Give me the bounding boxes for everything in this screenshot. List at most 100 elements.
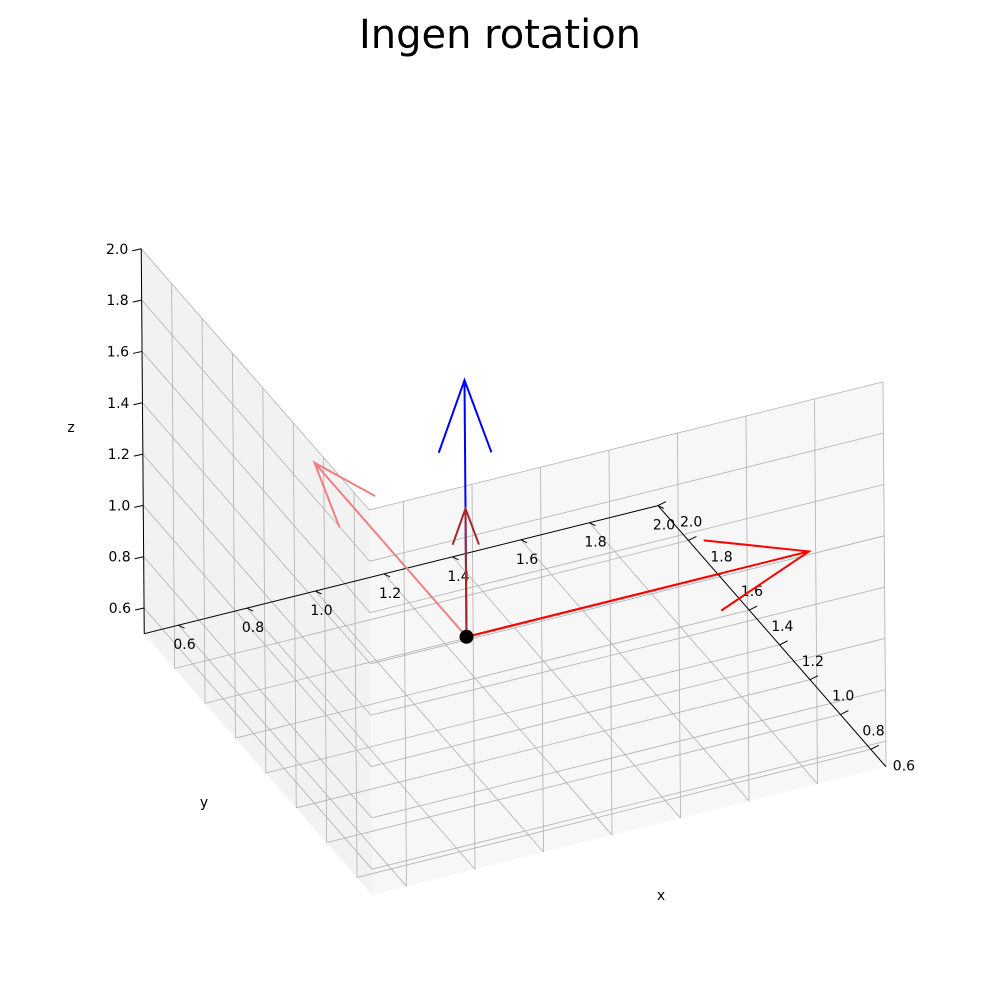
- x-tick-label: 1.4: [447, 569, 469, 585]
- y-tick-label: 1.2: [802, 654, 824, 670]
- chart-title: Ingen rotation: [359, 12, 641, 58]
- grid-line: [142, 402, 371, 665]
- grid-line: [265, 644, 780, 774]
- grid-line: [371, 689, 886, 819]
- y-tick: [748, 605, 758, 611]
- grid-line: [141, 351, 371, 613]
- y-tick-label: 1.8: [710, 549, 732, 565]
- z-tick-label: 0.6: [109, 601, 131, 617]
- y-tick: [688, 535, 697, 541]
- y-tick-label: 1.0: [832, 689, 854, 705]
- z-tick-label: 1.0: [108, 498, 130, 514]
- x-tick-label: 0.6: [173, 637, 195, 653]
- z-tick-label: 1.6: [107, 344, 129, 360]
- y-tick-label: 0.6: [893, 758, 915, 774]
- z-tick: [134, 607, 145, 611]
- grid-line: [262, 388, 267, 773]
- z-tick: [132, 350, 143, 354]
- grid-line: [353, 492, 358, 878]
- x-tick-label: 1.2: [379, 586, 401, 602]
- z-axis-label: z: [67, 420, 74, 436]
- grid-line: [356, 748, 871, 878]
- x-tick-label: 1.6: [516, 552, 538, 568]
- grid-line: [232, 353, 236, 739]
- x-ticks: 0.6 0.8 1.0 1.2 1.4 1.6 1.8 2.0: [173, 505, 675, 653]
- x-tick: [246, 607, 254, 612]
- y-ticks: 0.6 0.8 1.0 1.2 1.4 1.6 1.8 2.0: [657, 501, 915, 774]
- grid-line: [814, 398, 818, 784]
- axis-panes: [141, 248, 886, 895]
- z-ticks: 0.6 0.8 1.0 1.2 1.4 1.6 1.8 2.0: [106, 242, 145, 617]
- y-tick: [779, 640, 788, 646]
- grid-line: [589, 522, 818, 785]
- axis-lines: [140, 248, 887, 768]
- grid-line: [141, 299, 370, 562]
- z-tick: [132, 299, 142, 303]
- back-left-pane: [141, 248, 373, 895]
- grid-line: [246, 607, 476, 870]
- x-tick: [589, 522, 596, 527]
- grid-lines: [140, 248, 887, 887]
- x-tick-label: 1.8: [584, 535, 606, 551]
- y-tick-label: 2.0: [680, 515, 702, 531]
- grid-line: [201, 318, 206, 704]
- grid-line: [296, 679, 811, 809]
- grid-line: [371, 638, 886, 767]
- x-tick: [657, 505, 665, 510]
- y-tick: [840, 710, 849, 715]
- y-axis-label: y: [200, 795, 208, 811]
- grid-line: [235, 609, 750, 739]
- z-tick: [133, 402, 143, 406]
- z-tick-label: 2.0: [106, 242, 128, 258]
- grid-line: [178, 624, 407, 887]
- grid-line: [140, 248, 370, 511]
- grid-line: [882, 381, 887, 767]
- origin-point: [459, 629, 474, 644]
- grid-line: [452, 556, 681, 819]
- y-tick-label: 0.8: [862, 724, 884, 740]
- grid-line: [371, 740, 886, 870]
- y-tick: [870, 744, 880, 750]
- grid-line: [174, 540, 689, 669]
- z-tick-label: 1.2: [108, 447, 130, 463]
- z-tick-label: 0.8: [108, 550, 130, 566]
- x-axis-label: x: [657, 888, 665, 904]
- back-right-pane: [369, 381, 886, 895]
- z-axis-line: [140, 248, 145, 634]
- grid-line: [171, 283, 176, 669]
- quiver-arrow: [312, 460, 468, 638]
- x-tick: [383, 573, 391, 578]
- x-axis-line: [144, 505, 659, 635]
- grid-line: [383, 573, 613, 836]
- z-tick: [134, 556, 144, 560]
- quiver-arrow: [451, 505, 480, 637]
- grid-line: [370, 535, 885, 665]
- grid-line: [142, 505, 372, 767]
- z-tick-label: 1.4: [107, 396, 129, 412]
- z-tick: [133, 453, 143, 457]
- grid-line: [370, 586, 885, 716]
- grid-line: [143, 556, 372, 819]
- y-tick-label: 1.6: [741, 584, 763, 600]
- origin-points: [459, 629, 474, 644]
- x-tick: [178, 624, 185, 629]
- y-tick-label: 1.4: [771, 619, 793, 635]
- x-tick-label: 0.8: [242, 620, 264, 636]
- grid-line: [143, 607, 373, 870]
- quiver-arrow: [466, 539, 812, 638]
- grid-line: [142, 453, 372, 716]
- grid-line: [520, 539, 750, 802]
- y-tick: [657, 501, 667, 507]
- grid-line: [369, 381, 884, 511]
- grid-line: [369, 484, 884, 613]
- grid-line: [326, 714, 841, 844]
- y-axis-line: [657, 505, 887, 768]
- x-tick: [315, 590, 322, 595]
- z-tick: [134, 504, 144, 508]
- y-tick: [809, 675, 819, 681]
- x-tick: [452, 556, 459, 561]
- z-tick: [132, 248, 142, 252]
- grid-line: [292, 422, 297, 808]
- grid-line: [315, 590, 544, 853]
